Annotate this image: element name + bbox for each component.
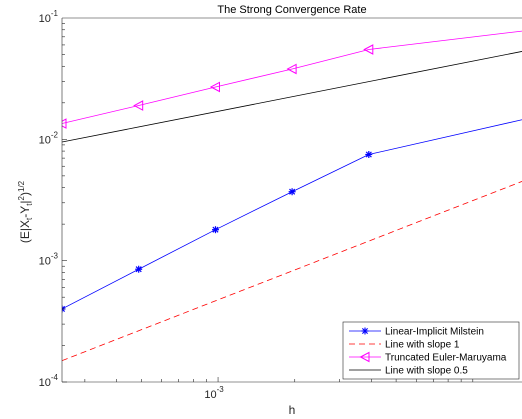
x-axis-label: h bbox=[289, 403, 296, 417]
legend-entry-label: Linear-Implicit Milstein bbox=[385, 327, 484, 338]
legend-entry-label: Line with slope 0.5 bbox=[385, 366, 468, 377]
data-point-milstein bbox=[135, 265, 143, 273]
series-line-4 bbox=[62, 51, 522, 143]
data-point-truncated-em bbox=[363, 44, 374, 55]
series-line-1 bbox=[62, 119, 522, 310]
y-axis-label: (E|Xt-Yt|2)1/2 bbox=[17, 180, 34, 243]
y-tick-label: 10-1 bbox=[39, 9, 59, 25]
data-point-milstein bbox=[365, 150, 373, 158]
legend: Linear-Implicit Milstein Line with slope … bbox=[342, 321, 520, 380]
plot-area bbox=[62, 30, 522, 362]
legend-marker-asterisk bbox=[361, 327, 369, 335]
y-tick-label: 10-4 bbox=[39, 373, 59, 389]
y-tick-label: 10-2 bbox=[39, 130, 59, 146]
legend-entry-label: Line with slope 1 bbox=[385, 340, 460, 351]
series-line-3 bbox=[62, 30, 522, 124]
data-point-milstein bbox=[288, 188, 296, 196]
axes: 10-4 10-3 10-2 10-1 10-3 bbox=[39, 9, 522, 401]
data-point-truncated-em bbox=[286, 63, 297, 75]
y-tick-label: 10-3 bbox=[39, 252, 59, 268]
x-tick-label: 10-3 bbox=[204, 385, 224, 401]
series-line-2 bbox=[62, 181, 522, 362]
data-point-truncated-em bbox=[209, 81, 220, 93]
legend-entry-label: Truncated Euler-Maruyama bbox=[385, 353, 507, 364]
data-point-truncated-em bbox=[62, 118, 67, 129]
data-point-milstein bbox=[211, 226, 219, 234]
chart-title: The Strong Convergence Rate bbox=[217, 4, 366, 16]
legend-marker-triangle bbox=[359, 351, 370, 363]
legend-box bbox=[342, 321, 520, 380]
data-point-truncated-em bbox=[133, 100, 144, 111]
